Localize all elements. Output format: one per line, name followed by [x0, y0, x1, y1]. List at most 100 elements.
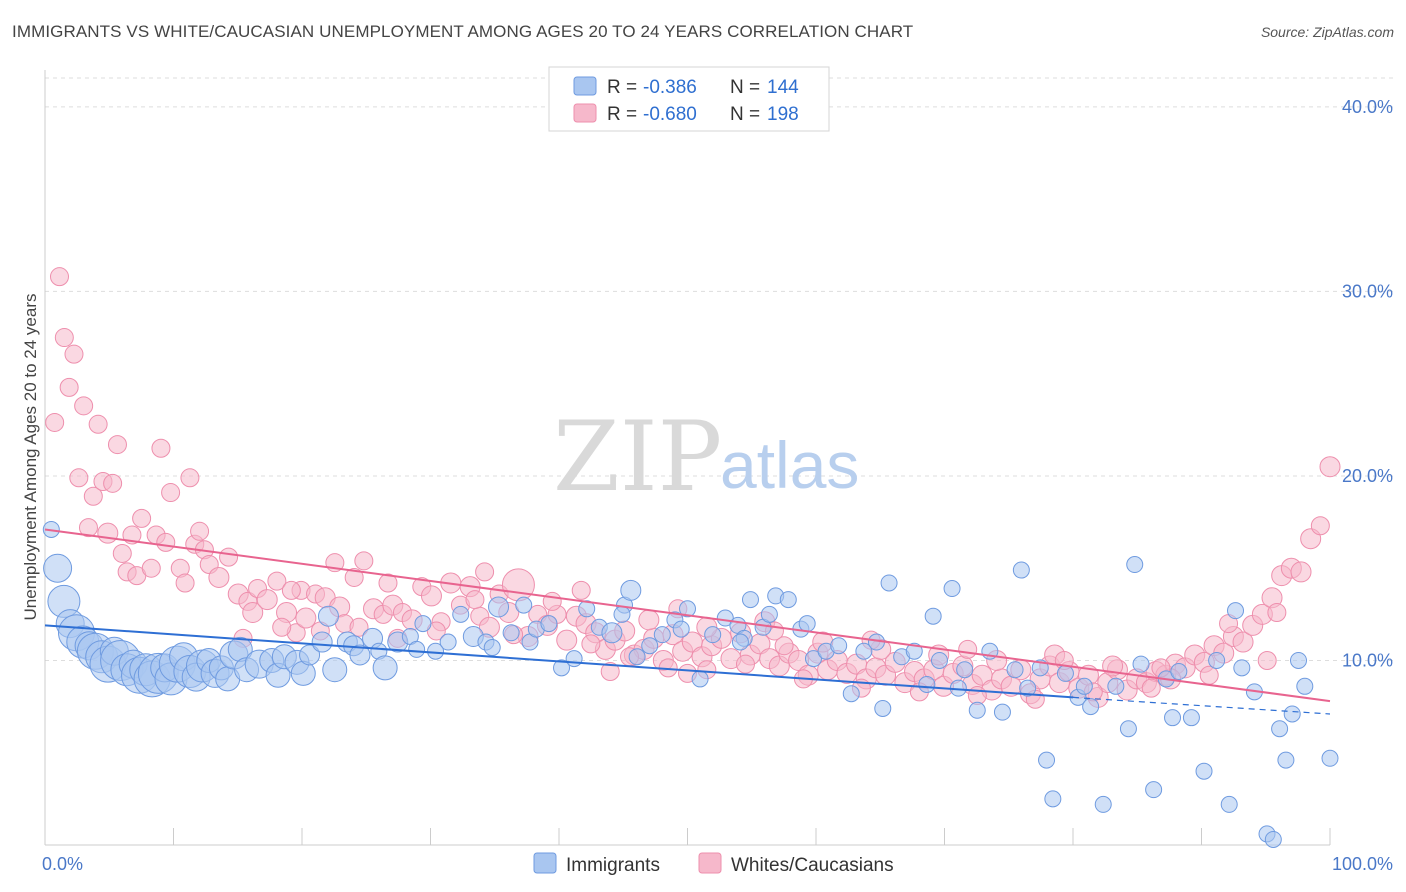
immigrants-point: [322, 657, 348, 683]
watermark-atlas: atlas: [720, 428, 859, 502]
legend-n-value-2: 198: [767, 104, 799, 125]
immigrants-point: [1132, 655, 1150, 673]
bottom-legend-swatch-whites: [698, 852, 722, 874]
immigrants-point: [1208, 651, 1226, 669]
immigrants-point: [704, 626, 722, 644]
whites-point: [475, 562, 495, 582]
immigrants-point: [1290, 651, 1308, 669]
immigrants-point: [905, 642, 923, 660]
immigrants-point: [439, 633, 457, 651]
immigrants-point: [1164, 709, 1182, 727]
whites-point: [83, 486, 103, 506]
x-tick-label-min: 0.0%: [42, 854, 83, 874]
immigrants-point: [956, 661, 974, 679]
immigrants-point: [716, 609, 734, 627]
immigrants-point: [1126, 556, 1144, 574]
immigrants-point: [299, 644, 321, 666]
immigrants-point: [943, 580, 961, 598]
immigrants-point: [760, 605, 778, 623]
immigrants-point: [1119, 720, 1137, 738]
immigrants-point: [679, 600, 696, 618]
legend-swatch-whites: [573, 103, 597, 123]
whites-point: [103, 473, 123, 493]
whites-point: [190, 521, 210, 541]
immigrants-point: [1195, 762, 1213, 780]
immigrants-point: [613, 605, 631, 623]
immigrants-point: [1233, 659, 1251, 677]
whites-point: [1290, 561, 1312, 583]
whites-point: [958, 639, 978, 659]
immigrants-point: [653, 626, 671, 644]
y-axis-title: Unemployment Among Ages 20 to 24 years: [21, 294, 40, 621]
whites-point: [1319, 456, 1341, 478]
whites-point: [281, 580, 301, 600]
chart-title: IMMIGRANTS VS WHITE/CAUCASIAN UNEMPLOYME…: [12, 22, 914, 41]
immigrants-point: [1321, 749, 1339, 767]
whites-point: [156, 532, 176, 552]
immigrants-point: [830, 637, 848, 655]
immigrants-point: [1012, 561, 1030, 579]
legend-swatch-immigrants: [573, 76, 597, 96]
immigrants-point: [620, 579, 642, 601]
immigrants-point: [1264, 830, 1282, 848]
x-tick-label-max: 100.0%: [1332, 854, 1393, 874]
immigrants-point: [372, 655, 398, 681]
whites-point: [175, 573, 195, 593]
immigrants-point: [1182, 709, 1200, 727]
immigrants-point: [1227, 602, 1245, 620]
immigrants-point: [855, 642, 873, 660]
immigrants-point: [515, 596, 533, 614]
immigrants-point: [628, 648, 646, 666]
immigrants-point: [1107, 677, 1125, 695]
immigrants-point: [924, 607, 942, 625]
legend-r-value-2: -0.680: [643, 104, 697, 125]
immigrants-point: [731, 633, 749, 651]
immigrants-point: [918, 675, 936, 693]
whites-point: [54, 328, 74, 348]
whites-point: [354, 551, 374, 571]
immigrants-point: [1094, 795, 1112, 813]
whites-point: [112, 543, 132, 563]
immigrants-point: [672, 620, 690, 638]
whites-point: [735, 654, 755, 674]
immigrants-point: [779, 591, 797, 609]
whites-point: [600, 662, 620, 682]
immigrants-point: [1283, 705, 1301, 723]
immigrants-point: [483, 639, 501, 657]
whites-point: [420, 585, 442, 607]
whites-point: [208, 566, 230, 588]
whites-point: [242, 602, 264, 623]
immigrants-point: [804, 650, 822, 668]
whites-point: [774, 636, 794, 656]
whites-point: [1199, 665, 1219, 685]
whites-point: [1267, 603, 1287, 622]
immigrants-point: [1019, 679, 1037, 697]
immigrants-point: [641, 637, 659, 655]
immigrants-point: [1170, 663, 1188, 681]
whites-point: [64, 344, 84, 364]
y-tick-label: 20.0%: [1342, 466, 1393, 486]
whites-point: [88, 414, 108, 434]
y-tick-label: 30.0%: [1342, 281, 1393, 301]
whites-point: [141, 558, 161, 578]
whites-point: [97, 522, 119, 544]
immigrants-point: [43, 553, 73, 583]
legend-n-value-1: 144: [767, 77, 799, 98]
immigrants-point: [1271, 720, 1289, 738]
immigrants-trend-line: [44, 624, 1074, 699]
immigrants-point: [741, 591, 759, 609]
immigrants-point: [488, 596, 510, 618]
whites-point: [49, 267, 69, 287]
immigrants-point: [408, 640, 426, 658]
trend-lines: [44, 528, 1331, 715]
whites-point: [107, 435, 127, 455]
whites-point: [69, 468, 89, 488]
immigrants-point: [565, 650, 583, 668]
immigrants-point: [930, 651, 948, 669]
whites-point: [161, 483, 181, 503]
y-tick-label: 10.0%: [1342, 650, 1393, 670]
whites-point: [465, 590, 485, 610]
whites-point: [1257, 650, 1277, 670]
y-tick-label: 40.0%: [1342, 97, 1393, 117]
chart-source: Source: ZipAtlas.com: [1260, 24, 1394, 40]
